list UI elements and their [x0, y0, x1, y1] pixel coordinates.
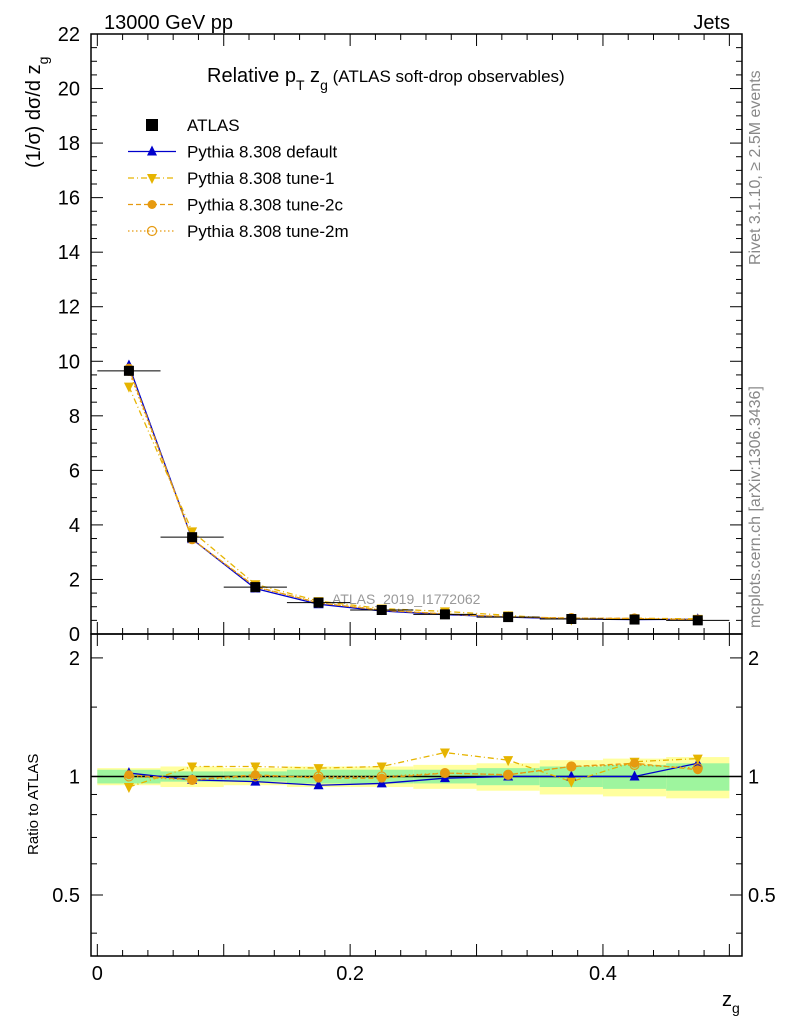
y-tick-label: 10	[58, 351, 80, 373]
legend-marker	[146, 225, 158, 237]
y-tick-label: 20	[58, 79, 80, 101]
series-point-ratio	[629, 759, 640, 770]
data-point	[187, 532, 198, 543]
legend-label: ATLAS	[187, 116, 240, 135]
series-line-main	[128, 367, 698, 621]
series-point-ratio	[566, 761, 577, 772]
data-point	[123, 365, 134, 376]
data-point	[566, 614, 577, 624]
series-point-ratio	[692, 763, 703, 774]
chart-title: Relative pT zg (ATLAS soft-drop observab…	[207, 65, 565, 93]
rivet-label: Rivet 3.1.10, ≥ 2.5M events	[747, 70, 764, 265]
series-point-ratio	[313, 771, 324, 782]
series-point-ratio	[503, 756, 514, 767]
series-point-ratio	[187, 775, 197, 785]
ratio-tick-label: 0.5	[52, 885, 80, 907]
ratio-tick-label-right: 2	[748, 648, 759, 670]
legend-label: Pythia 8.308 tune-2m	[187, 222, 349, 241]
y-axis-label: (1/σ) dσ/d zg	[23, 57, 51, 168]
series-point-ratio	[503, 770, 513, 780]
ratio-tick-label: 2	[69, 648, 80, 670]
data-point	[313, 597, 324, 608]
series-point-ratio	[376, 771, 387, 782]
series-line-ratio	[128, 762, 698, 781]
ratio-tick-label-right: 1	[748, 766, 759, 788]
data-point	[376, 605, 387, 615]
y-tick-label: 14	[58, 242, 80, 264]
ratio-plot-frame	[90, 633, 743, 957]
y-tick-label: 16	[58, 188, 80, 210]
y-tick-label: 12	[58, 297, 80, 319]
mcplots-label: mcplots.cern.ch [arXiv:1306.3436]	[747, 386, 764, 628]
series-point-ratio	[629, 770, 640, 781]
series-point-ratio	[123, 783, 134, 794]
series-point-ratio	[376, 762, 387, 773]
series-point-ratio	[187, 762, 198, 773]
ratio-axis-label: Ratio to ATLAS	[25, 754, 42, 855]
y-tick-label: 18	[58, 133, 80, 155]
series-point-ratio	[313, 779, 324, 790]
ratio-tick-label: 1	[69, 766, 80, 788]
data-point	[250, 582, 261, 593]
x-tick-label: 0	[92, 963, 103, 985]
y-tick-label: 22	[58, 24, 80, 46]
data-point	[439, 609, 450, 620]
legend-label: Pythia 8.308 tune-1	[187, 169, 334, 188]
series-line-main	[128, 386, 698, 621]
data-point	[629, 614, 640, 625]
y-tick-label: 8	[69, 406, 80, 428]
series-line-ratio	[128, 751, 698, 788]
series-point-ratio	[313, 764, 324, 775]
series-point-ratio	[123, 771, 135, 782]
data-point	[692, 615, 703, 626]
legend-marker	[147, 200, 157, 209]
ratio-tick-label-right: 0.5	[748, 885, 776, 907]
header-left: 13000 GeV pp	[104, 12, 233, 34]
series-line-ratio	[128, 764, 698, 781]
series-markers	[97, 359, 730, 794]
y-tick-label: 0	[69, 624, 80, 646]
y-tick-label: 2	[69, 569, 80, 591]
series-line-main	[128, 365, 698, 621]
series-point-ratio	[566, 777, 577, 788]
series-line-main	[128, 370, 698, 621]
legend-label: Pythia 8.308 tune-2c	[187, 196, 343, 215]
series-point-main	[123, 382, 134, 393]
legend: ATLAS Pythia 8.308 default Pythia 8.308 tu…	[128, 116, 349, 241]
series-point-ratio	[566, 761, 576, 771]
series-point-ratio	[187, 774, 198, 786]
legend-marker	[146, 119, 158, 131]
x-tick-label: 0.2	[336, 963, 364, 985]
y-tick-label: 4	[69, 515, 80, 537]
series-line-ratio	[128, 762, 698, 786]
series-point-ratio	[440, 768, 450, 778]
header-right: Jets	[693, 12, 730, 34]
legend-marker	[147, 145, 157, 156]
series-point-ratio	[692, 754, 703, 765]
x-axis-label: zg	[722, 989, 740, 1016]
series-point-ratio	[250, 762, 261, 773]
x-tick-label: 0.4	[589, 963, 617, 985]
series-point-ratio	[439, 767, 451, 779]
series-point-ratio	[250, 771, 261, 782]
y-tick-label: 6	[69, 460, 80, 482]
legend-marker	[147, 174, 157, 184]
series-point-ratio	[439, 748, 450, 759]
analysis-watermark: ATLAS_2019_I1772062	[332, 591, 481, 607]
series-lines	[128, 365, 698, 788]
data-point	[503, 612, 514, 623]
legend-label: Pythia 8.308 default	[187, 143, 338, 162]
series-point-ratio	[503, 769, 514, 780]
